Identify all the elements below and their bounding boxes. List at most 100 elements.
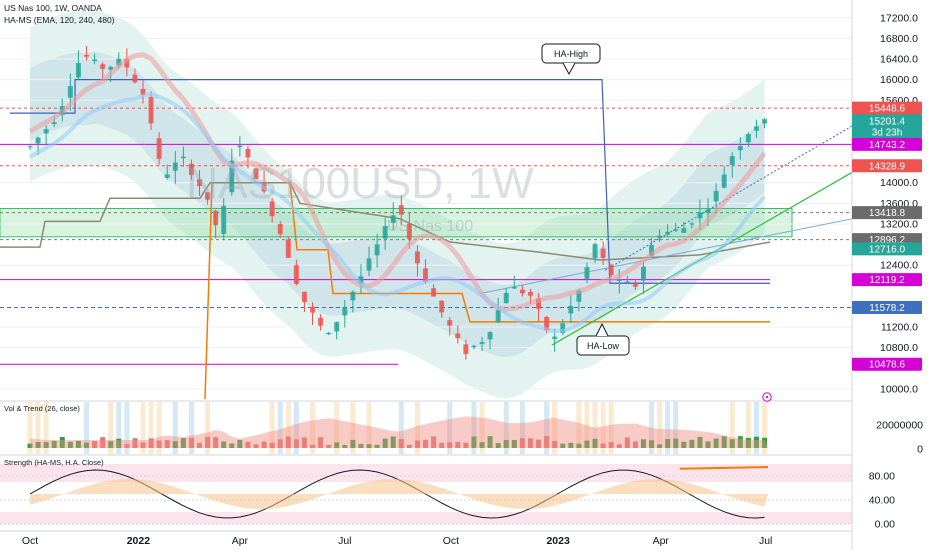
candle[interactable] [27,144,33,150]
candle[interactable] [697,199,703,231]
candle[interactable] [156,132,162,165]
candle-body [737,146,743,151]
candle[interactable] [455,325,461,344]
candle[interactable] [600,241,606,265]
candle[interactable] [221,197,227,241]
candle[interactable] [657,229,663,243]
candle[interactable] [390,202,396,231]
candle[interactable] [229,148,235,196]
candle[interactable] [721,166,727,189]
candle[interactable] [358,264,364,294]
vol-trend-area [30,416,768,448]
pane-settings-icon[interactable] [762,392,772,402]
candle-body [414,251,420,264]
annotation-ha-low: HA-Low [576,322,630,356]
candle[interactable] [616,269,622,294]
candle[interactable] [301,291,307,313]
candle[interactable] [398,195,404,226]
candle[interactable] [431,284,437,297]
vol-bar [197,442,202,448]
candle[interactable] [592,242,598,264]
vol-bar [221,441,227,448]
candle[interactable] [43,125,49,144]
candle[interactable] [366,246,372,277]
candle[interactable] [100,62,106,80]
candle[interactable] [511,275,517,289]
candle[interactable] [269,197,275,223]
candle[interactable] [640,262,646,294]
strength-tick-label: 80.00 [869,471,895,483]
candle[interactable] [414,245,420,277]
candle[interactable] [197,170,202,196]
candle[interactable] [285,237,291,258]
candle-body [67,86,73,98]
candle[interactable] [753,119,759,138]
candles[interactable] [27,45,768,360]
candle[interactable] [729,152,735,178]
candle[interactable] [374,233,380,268]
vol-bar [697,436,703,448]
candle[interactable] [382,217,388,250]
vol-bar [92,441,98,448]
strength-pane [0,464,852,525]
candle[interactable] [737,137,743,160]
price-label-bg [852,301,922,315]
candle[interactable] [495,297,501,324]
candle[interactable] [762,118,768,129]
candle[interactable] [447,316,453,336]
candle[interactable] [164,164,170,180]
candle[interactable] [519,284,525,297]
candle[interactable] [673,222,679,233]
candle[interactable] [665,224,671,238]
candle[interactable] [745,132,751,147]
candle[interactable] [632,278,638,291]
candle[interactable] [140,79,146,104]
vol-bar [439,442,445,448]
candle[interactable] [132,68,138,84]
candle-body [600,248,606,258]
candle[interactable] [75,50,81,80]
candle[interactable] [172,151,178,184]
candle[interactable] [205,192,211,205]
candle[interactable] [689,222,695,229]
candle[interactable] [681,222,687,233]
candle[interactable] [624,275,630,285]
candle[interactable] [342,299,348,328]
candle[interactable] [310,302,316,326]
candle-body [84,54,89,57]
candle[interactable] [463,339,469,360]
candle[interactable] [487,331,493,350]
candle[interactable] [334,321,340,340]
candle-body [124,58,130,68]
vol-tick-label: 0 [917,444,923,456]
candle[interactable] [253,167,259,180]
candle[interactable] [568,295,574,323]
vol-highlight [592,402,598,454]
candle-body [188,163,194,176]
candle[interactable] [584,262,590,284]
candle[interactable] [277,220,283,239]
candle[interactable] [479,336,485,351]
candle[interactable] [326,331,332,336]
candle[interactable] [439,300,445,318]
candle[interactable] [503,287,509,304]
candle[interactable] [180,146,186,167]
vol-bar [310,444,316,448]
candle[interactable] [213,209,219,239]
candle[interactable] [148,91,154,131]
candle[interactable] [84,45,89,61]
candle[interactable] [237,136,243,157]
candle[interactable] [608,263,614,277]
candle[interactable] [471,344,477,350]
candle[interactable] [318,314,324,331]
candle-body [584,267,590,279]
candle[interactable] [92,53,98,65]
vol-bar [229,443,235,448]
time-axis[interactable]: Oct 2022 Apr Jul Oct 2023 Apr Jul [22,535,773,547]
vol-bar [527,438,533,448]
candle[interactable] [293,259,299,286]
candle[interactable] [188,159,194,180]
candle[interactable] [350,290,356,313]
